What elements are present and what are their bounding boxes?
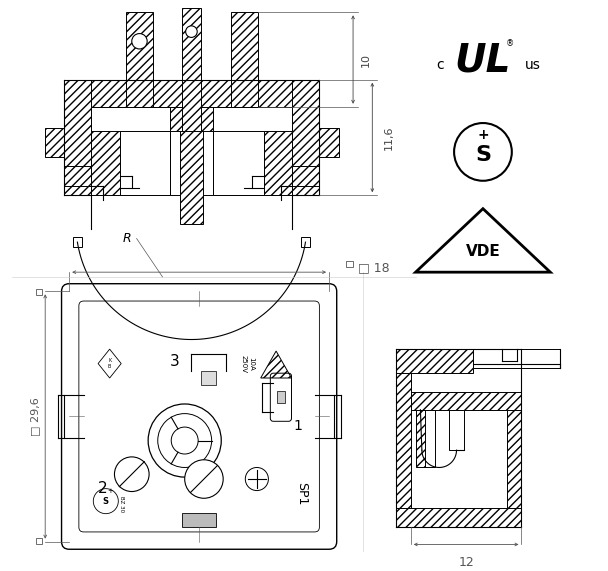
Polygon shape [319,128,339,156]
Polygon shape [292,80,319,195]
Text: K
B: K B [108,358,111,369]
Text: 12: 12 [458,556,474,569]
Circle shape [171,427,198,454]
Text: VDE: VDE [466,243,500,259]
Polygon shape [91,107,170,195]
Polygon shape [396,508,522,527]
Polygon shape [201,371,216,385]
Bar [347,260,353,267]
Polygon shape [449,410,464,450]
Polygon shape [72,238,82,247]
Bar [36,288,43,295]
Polygon shape [268,181,292,195]
Polygon shape [264,131,292,195]
Polygon shape [416,410,425,468]
Text: □ 29,6: □ 29,6 [30,397,40,436]
Circle shape [157,413,212,468]
Circle shape [114,457,149,492]
Text: us: us [525,58,541,73]
Polygon shape [420,410,435,468]
Polygon shape [91,181,116,195]
Polygon shape [170,107,213,131]
Text: UL: UL [455,42,511,79]
Polygon shape [180,131,203,224]
Polygon shape [64,80,319,107]
Polygon shape [474,349,560,368]
Polygon shape [231,13,258,107]
Text: 2: 2 [98,481,108,496]
Text: S: S [103,497,109,506]
Text: R: R [123,232,131,245]
Polygon shape [507,410,522,508]
Bar [36,538,43,544]
Polygon shape [213,107,292,195]
Text: +: + [108,488,114,493]
Polygon shape [64,166,91,186]
Text: □ 18: □ 18 [358,261,390,274]
Polygon shape [120,131,170,195]
Polygon shape [45,128,64,156]
Polygon shape [182,7,201,131]
Polygon shape [91,131,120,195]
Polygon shape [292,166,319,186]
Text: +: + [477,127,489,142]
Text: 3: 3 [170,354,180,369]
Circle shape [148,404,221,477]
Polygon shape [396,373,411,508]
Text: SP1: SP1 [295,482,309,505]
Text: ®: ® [506,39,514,48]
Polygon shape [396,349,474,373]
Text: 10: 10 [361,53,370,67]
FancyBboxPatch shape [79,301,319,532]
Polygon shape [300,238,310,247]
Polygon shape [277,392,285,403]
FancyBboxPatch shape [271,373,291,421]
Circle shape [185,26,197,38]
Polygon shape [126,13,153,107]
Text: 11,6: 11,6 [384,125,393,150]
Circle shape [185,460,223,498]
Text: BZ 30: BZ 30 [119,496,124,512]
Polygon shape [64,80,91,195]
Text: S: S [475,145,491,165]
Circle shape [132,34,147,49]
Polygon shape [91,107,292,195]
Polygon shape [213,131,264,195]
Polygon shape [411,392,522,410]
Text: 10A
250V: 10A 250V [241,355,254,372]
Polygon shape [182,513,216,527]
Polygon shape [396,349,522,527]
FancyBboxPatch shape [61,284,337,549]
Text: c: c [436,58,443,73]
Text: 1: 1 [294,419,303,433]
